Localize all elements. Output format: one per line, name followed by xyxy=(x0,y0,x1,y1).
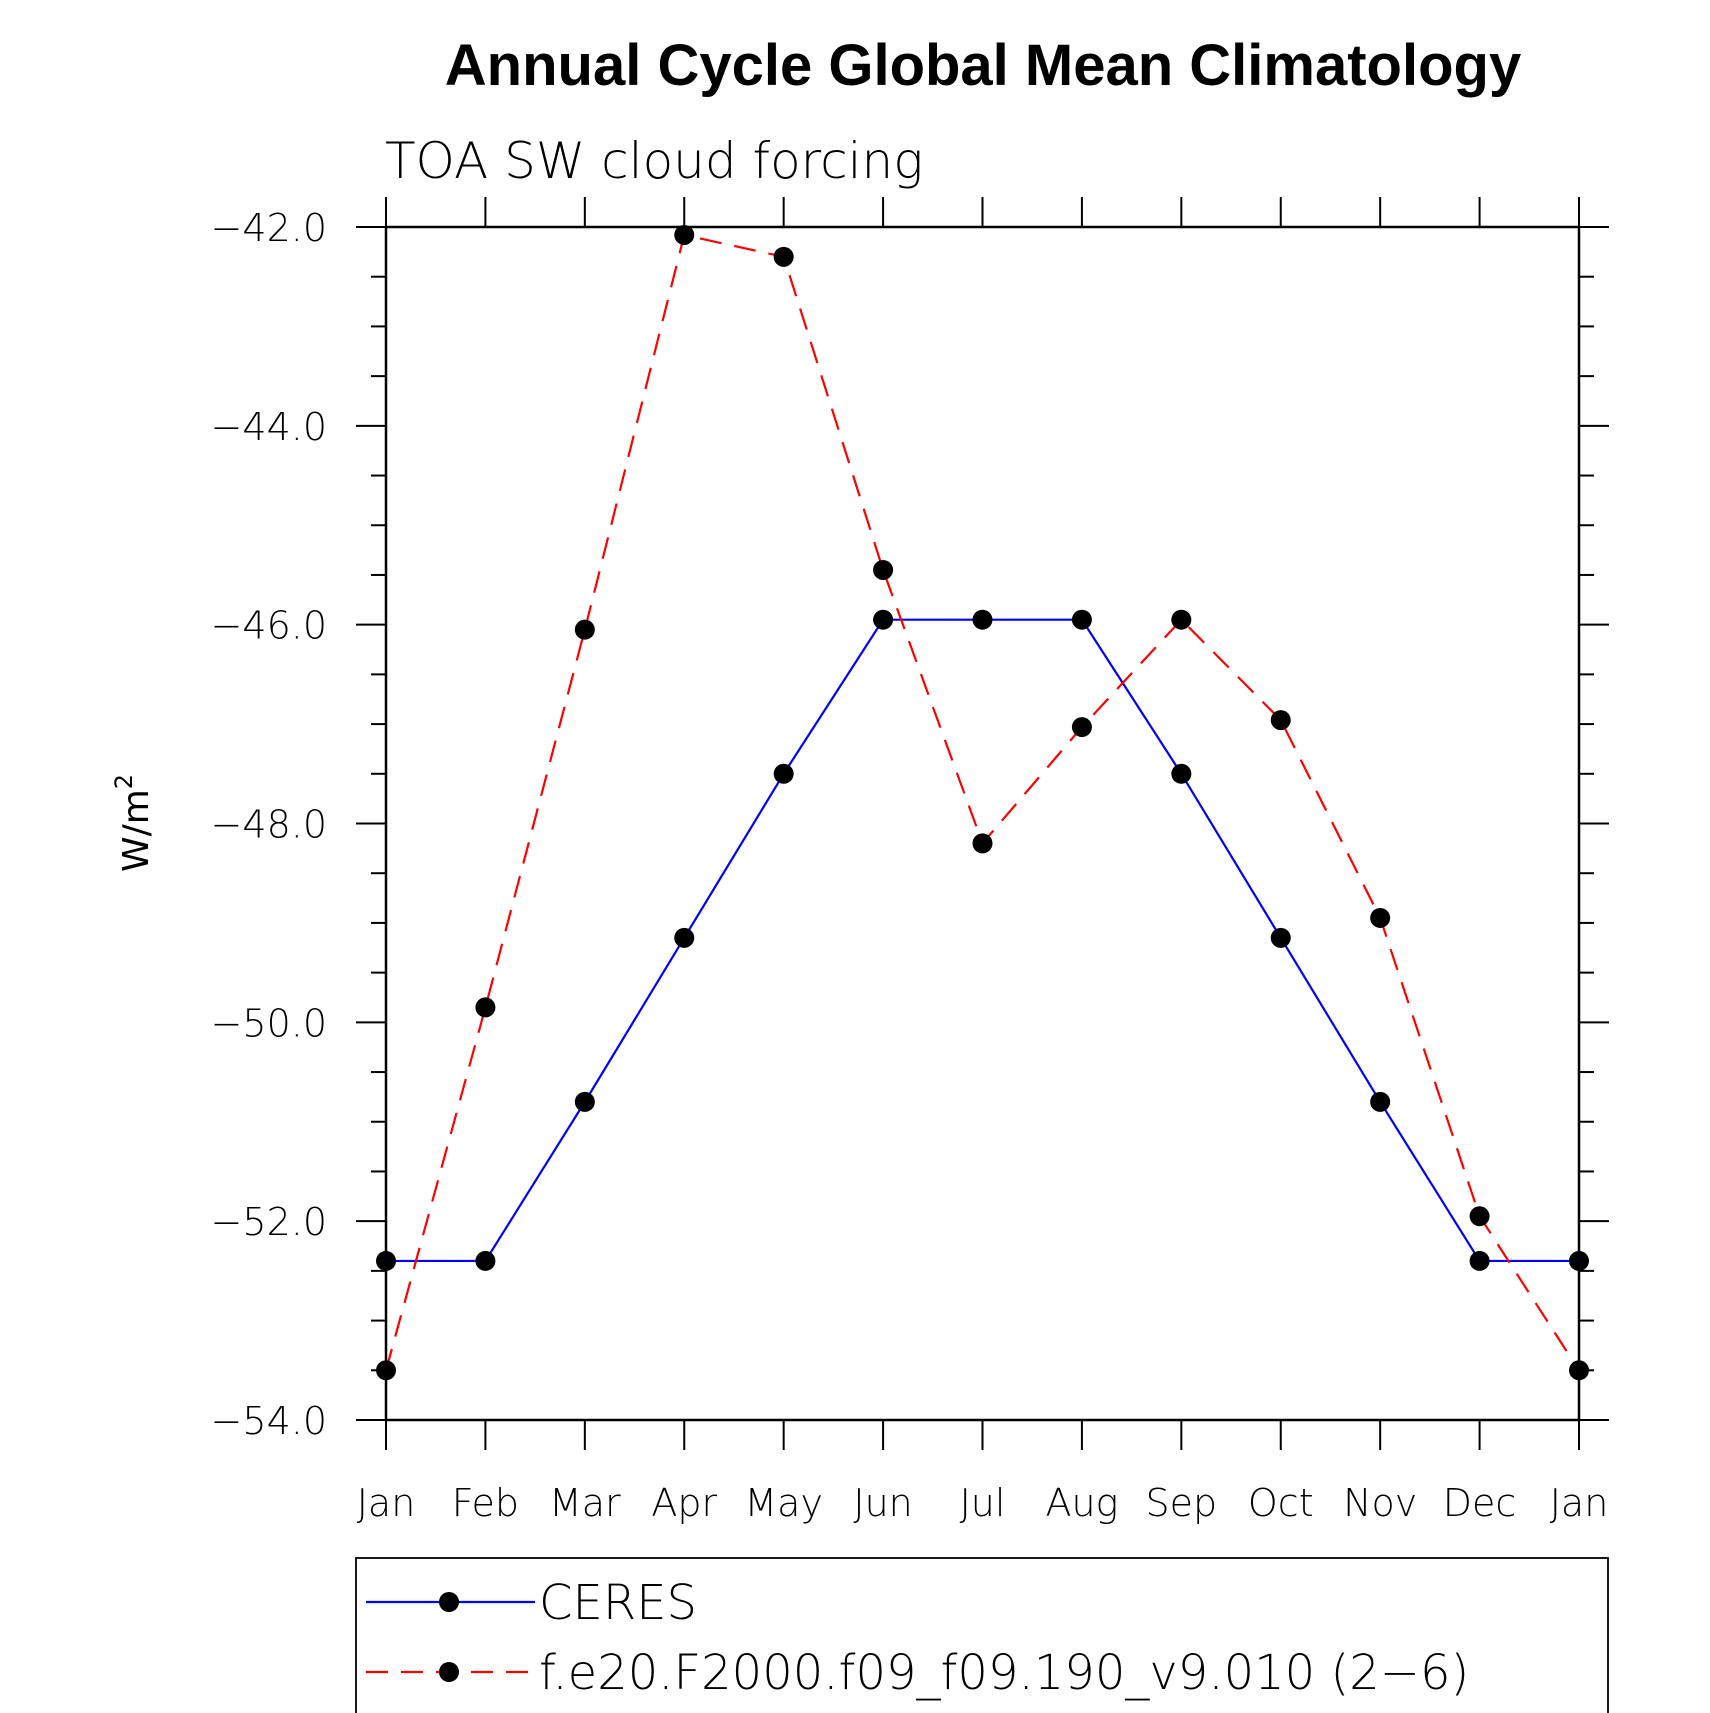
series-1-point xyxy=(1469,1206,1490,1227)
y-axis-ticks xyxy=(356,226,1609,1421)
series-0-point xyxy=(574,1091,595,1112)
legend-marker-model xyxy=(439,1662,459,1682)
series-0-point xyxy=(773,763,794,784)
legend: CERES f.e20.F2000.f09_f09.190_v9.010 (2−… xyxy=(355,1557,1609,1713)
x-tick-label: Sep xyxy=(1146,1481,1218,1525)
series-0-point xyxy=(1469,1250,1490,1271)
y-tick-label: −54.0 xyxy=(211,1399,327,1443)
series-1-point xyxy=(376,1360,396,1381)
x-tick-label: Nov xyxy=(1343,1481,1417,1525)
x-axis-tick-labels: Jan Feb Mar Apr May Jun Jul Aug Sep Oct Nov Dec Jan xyxy=(357,1481,1609,1525)
x-tick-label: Aug xyxy=(1045,1481,1118,1525)
series-1-point xyxy=(1171,609,1192,630)
y-tick-label: −48.0 xyxy=(211,803,327,847)
series-1-point xyxy=(972,833,993,854)
y-tick-label: −44.0 xyxy=(211,405,327,449)
legend-label-model: f.e20.F2000.f09_f09.190_v9.010 (2−6) xyxy=(539,1645,1469,1701)
series-line-0 xyxy=(386,618,1579,1263)
series-0-point xyxy=(1370,1091,1391,1112)
series-0-point xyxy=(1569,1250,1589,1271)
x-tick-label: Feb xyxy=(452,1481,519,1525)
series-0-point xyxy=(1270,927,1291,948)
series-1-point xyxy=(1071,717,1092,738)
y-tick-label: −46.0 xyxy=(211,604,327,648)
plot-frame xyxy=(384,225,1581,1422)
series-0-point xyxy=(1171,763,1192,784)
series-0-point xyxy=(873,609,894,630)
series-1-point xyxy=(1270,710,1291,731)
legend-label-ceres: CERES xyxy=(539,1575,697,1631)
y-axis-label: W/m2 xyxy=(110,774,157,872)
series-0-point xyxy=(475,1250,496,1271)
series-1-point xyxy=(674,224,695,245)
series-line-1 xyxy=(384,233,1580,1371)
y-tick-label: −52.0 xyxy=(211,1200,327,1244)
series-0-point xyxy=(1071,609,1092,630)
legend-box xyxy=(355,1557,1609,1713)
x-axis-ticks xyxy=(385,197,1580,1450)
series-1-point xyxy=(574,619,595,640)
y-tick-label: −42.0 xyxy=(211,206,327,250)
x-tick-label: Apr xyxy=(651,1481,717,1525)
y-axis-label-exponent: 2 xyxy=(110,774,138,789)
x-tick-label: May xyxy=(744,1481,823,1525)
x-tick-label: Jul xyxy=(960,1481,1006,1525)
series-0-point xyxy=(674,927,695,948)
series-1-point xyxy=(873,559,894,580)
y-tick-label: −50.0 xyxy=(211,1001,327,1045)
x-tick-label: Jan xyxy=(1550,1481,1609,1525)
series-1-point xyxy=(773,246,794,267)
chart-subtitle: TOA SW cloud forcing xyxy=(385,132,923,190)
series-0-point xyxy=(376,1250,396,1271)
series-1-point xyxy=(1569,1360,1589,1381)
legend-marker-ceres xyxy=(439,1592,459,1612)
y-axis-label-unit: W/m xyxy=(116,789,157,872)
x-tick-label: Jun xyxy=(853,1481,912,1525)
series-layer xyxy=(376,224,1589,1381)
series-1-point xyxy=(475,997,496,1018)
series-1-point xyxy=(1370,907,1391,928)
x-tick-label: Dec xyxy=(1443,1481,1517,1525)
x-tick-label: Jan xyxy=(357,1481,416,1525)
chart-title: Annual Cycle Global Mean Climatology xyxy=(445,33,1521,98)
y-axis-tick-labels: −42.0 −44.0 −46.0 −48.0 −50.0 −52.0 −54.0 xyxy=(211,206,327,1443)
series-0-point xyxy=(972,609,993,630)
x-tick-label: Mar xyxy=(549,1481,621,1525)
x-tick-label: Oct xyxy=(1248,1481,1314,1525)
